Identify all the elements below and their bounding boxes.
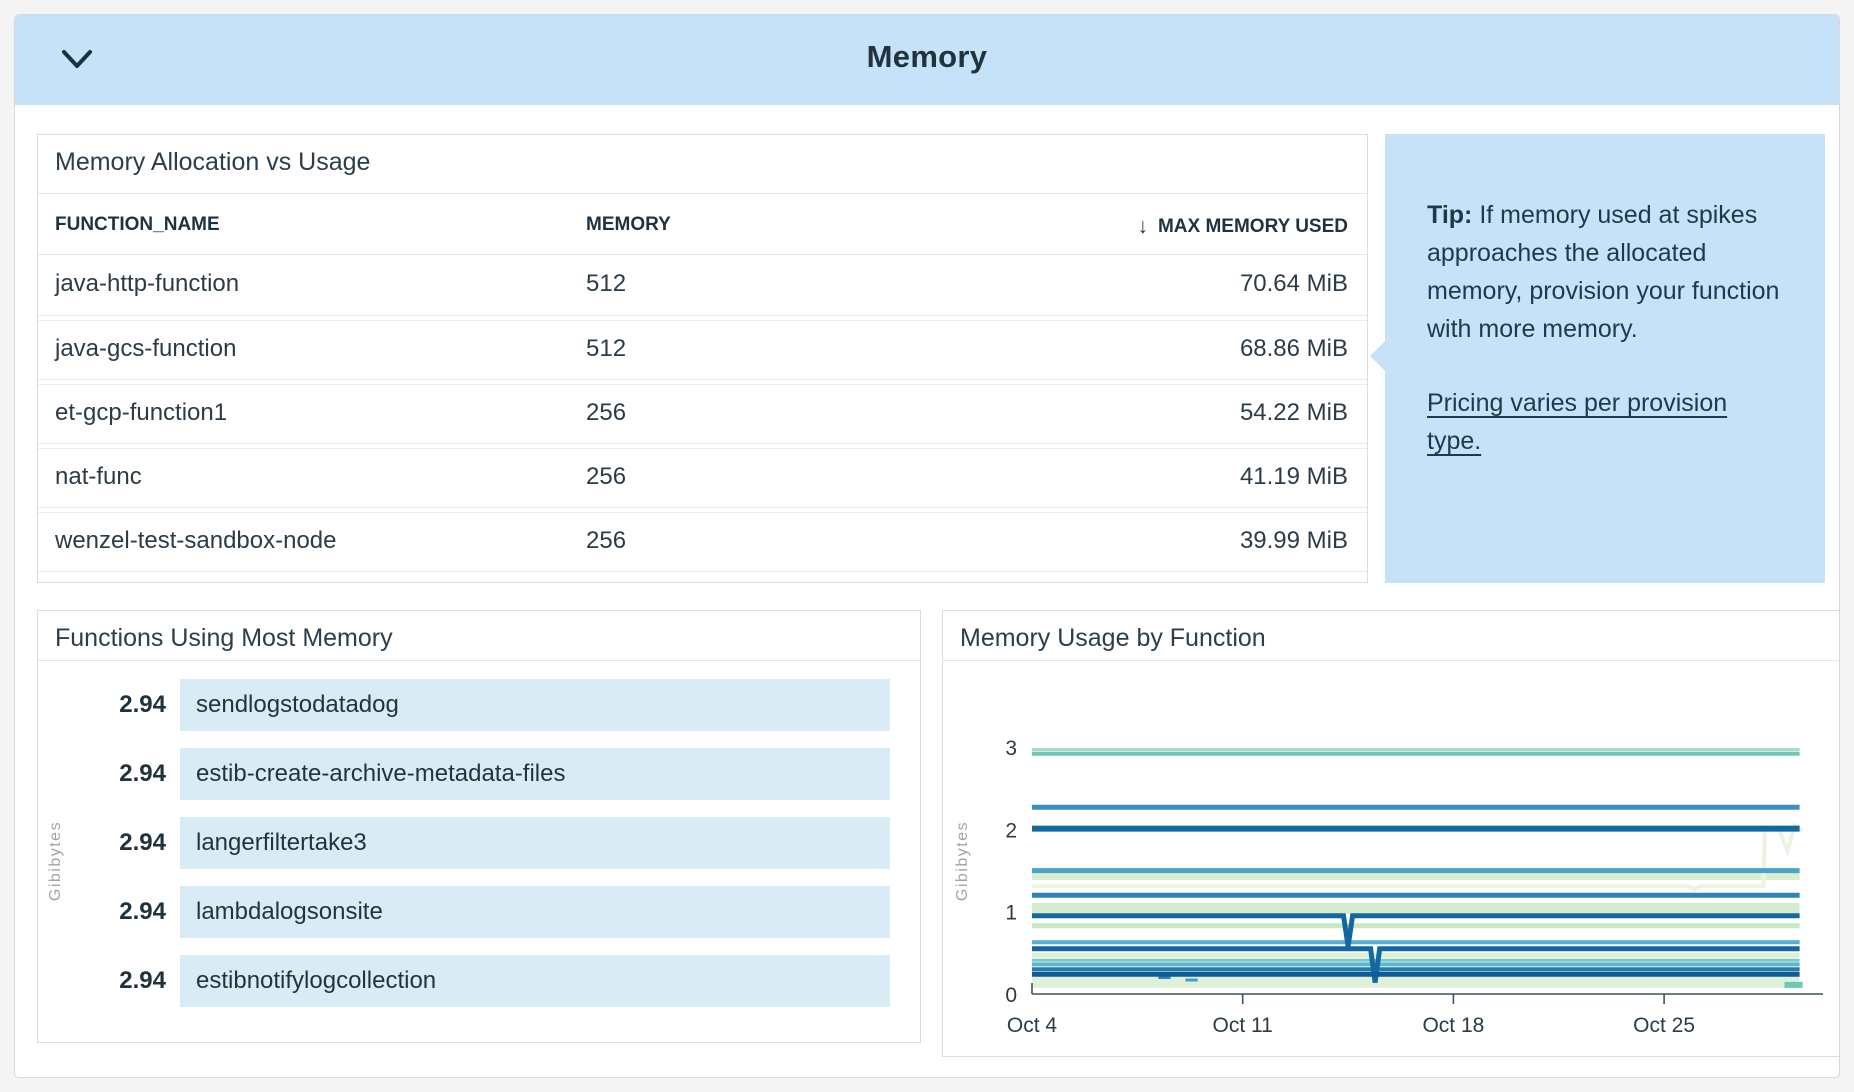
- cell-function-name: java-gcs-function: [55, 335, 237, 362]
- widget-title: Memory: [866, 39, 988, 74]
- top-functions-title: Functions Using Most Memory: [55, 624, 393, 652]
- cell-memory: 512: [586, 270, 627, 297]
- bar-label: lambdalogsonsite: [196, 898, 383, 925]
- memory-bar[interactable]: estibnotifylogcollection: [180, 955, 890, 1007]
- allocation-table-title: Memory Allocation vs Usage: [55, 148, 371, 176]
- cell-max-memory-used: 68.86 MiB: [1239, 335, 1348, 362]
- column-max-memory-used-label: MAX MEMORY USED: [1157, 216, 1348, 237]
- table-body: java-http-function 512 70.64 MiB java-gc…: [38, 256, 1367, 576]
- bar-row: 2.94 sendlogstodatadog: [38, 679, 920, 731]
- bar-value: 2.94: [119, 967, 166, 994]
- tip-text: Tip: If memory used at spikes approaches…: [1385, 134, 1825, 348]
- column-memory[interactable]: MEMORY: [586, 214, 671, 235]
- bar-label: sendlogstodatadog: [196, 691, 399, 718]
- table-header-row: FUNCTION_NAME MEMORY ↓ MAX MEMORY USED: [38, 194, 1367, 255]
- pricing-link[interactable]: Pricing varies per provision type.: [1427, 389, 1728, 455]
- table-row[interactable]: wenzel-test-sandbox-node 256 39.99 MiB: [38, 512, 1367, 572]
- bar-label: estib-create-archive-metadata-files: [196, 760, 566, 787]
- divider: [38, 660, 920, 661]
- bar-label: langerfiltertake3: [196, 829, 367, 856]
- memory-usage-chart[interactable]: Oct 4 Oct 11 Oct 18 Oct 25 0 1 2 3 Gibibytes: [943, 661, 1839, 1057]
- bar-chart[interactable]: Gibibytes 2.94 sendlogstodatadog 2.94 es…: [38, 661, 920, 1042]
- memory-widget: Memory Memory Allocation vs Usage FUNCTI…: [14, 14, 1840, 1078]
- bar-value: 2.94: [119, 829, 166, 856]
- y-tick-label: 0: [1005, 984, 1017, 1007]
- series-darkblue-0.55-dip: [1032, 946, 1800, 983]
- memory-bar[interactable]: estib-create-archive-metadata-files: [180, 748, 890, 800]
- memory-bar[interactable]: sendlogstodatadog: [180, 679, 890, 731]
- memory-bar[interactable]: langerfiltertake3: [180, 817, 890, 869]
- y-tick-label: 3: [1005, 737, 1017, 760]
- cell-memory: 256: [586, 399, 627, 426]
- tip-pointer-icon: [1370, 341, 1385, 371]
- bar-value: 2.94: [119, 898, 166, 925]
- table-row[interactable]: java-gcs-function 512 68.86 MiB: [38, 320, 1367, 380]
- cell-max-memory-used: 70.64 MiB: [1239, 270, 1348, 297]
- cell-function-name: et-gcp-function1: [55, 399, 228, 426]
- cell-memory: 256: [586, 527, 627, 554]
- memory-allocation-panel: Memory Allocation vs Usage FUNCTION_NAME…: [37, 134, 1368, 583]
- cell-function-name: wenzel-test-sandbox-node: [55, 527, 337, 554]
- table-row[interactable]: java-http-function 512 70.64 MiB: [38, 256, 1367, 316]
- cell-memory: 256: [586, 463, 627, 490]
- y-tick-label: 2: [1005, 819, 1017, 842]
- column-function-name[interactable]: FUNCTION_NAME: [55, 214, 220, 235]
- top-functions-panel: Functions Using Most Memory Gibibytes 2.…: [37, 610, 921, 1043]
- x-tick-label: Oct 4: [1007, 1014, 1058, 1037]
- bar-row: 2.94 lambdalogsonsite: [38, 886, 920, 938]
- tip-callout: Tip: If memory used at spikes approaches…: [1370, 134, 1825, 583]
- divider: [38, 193, 1367, 194]
- bar-label: estibnotifylogcollection: [196, 967, 437, 994]
- sort-desc-icon: ↓: [1137, 215, 1148, 238]
- x-tick-label: Oct 11: [1213, 1014, 1273, 1037]
- usage-chart-panel: Memory Usage by Function Oct 4 Oct 11 Oct …: [942, 610, 1839, 1057]
- cell-memory: 512: [586, 335, 627, 362]
- line-chart-ylabel: Gibibytes: [954, 821, 971, 901]
- series-palegreen-1.31-rise: [1032, 821, 1804, 892]
- cell-function-name: java-http-function: [55, 270, 240, 297]
- divider: [943, 660, 1839, 661]
- y-tick-label: 1: [1005, 902, 1017, 925]
- table-row[interactable]: nat-func 256 41.19 MiB: [38, 448, 1367, 508]
- tip-body: If memory used at spikes approaches the …: [1427, 201, 1780, 343]
- bar-row: 2.94 estibnotifylogcollection: [38, 955, 920, 1007]
- cell-max-memory-used: 41.19 MiB: [1239, 463, 1348, 490]
- bar-value: 2.94: [119, 760, 166, 787]
- cell-max-memory-used: 39.99 MiB: [1239, 527, 1348, 554]
- bar-row: 2.94 langerfiltertake3: [38, 817, 920, 869]
- usage-chart-title: Memory Usage by Function: [960, 624, 1266, 652]
- chevron-down-icon[interactable]: [55, 42, 99, 78]
- bar-row: 2.94 estib-create-archive-metadata-files: [38, 748, 920, 800]
- cell-max-memory-used: 54.22 MiB: [1239, 399, 1348, 426]
- column-max-memory-used[interactable]: ↓ MAX MEMORY USED: [1137, 214, 1348, 238]
- widget-header: Memory: [15, 15, 1839, 105]
- bar-value: 2.94: [119, 691, 166, 718]
- memory-bar[interactable]: lambdalogsonsite: [180, 886, 890, 938]
- table-row[interactable]: et-gcp-function1 256 54.22 MiB: [38, 384, 1367, 444]
- cell-function-name: nat-func: [55, 463, 142, 490]
- x-tick-label: Oct 25: [1633, 1014, 1695, 1037]
- tip-label: Tip:: [1427, 201, 1473, 229]
- x-tick-label: Oct 18: [1422, 1014, 1484, 1037]
